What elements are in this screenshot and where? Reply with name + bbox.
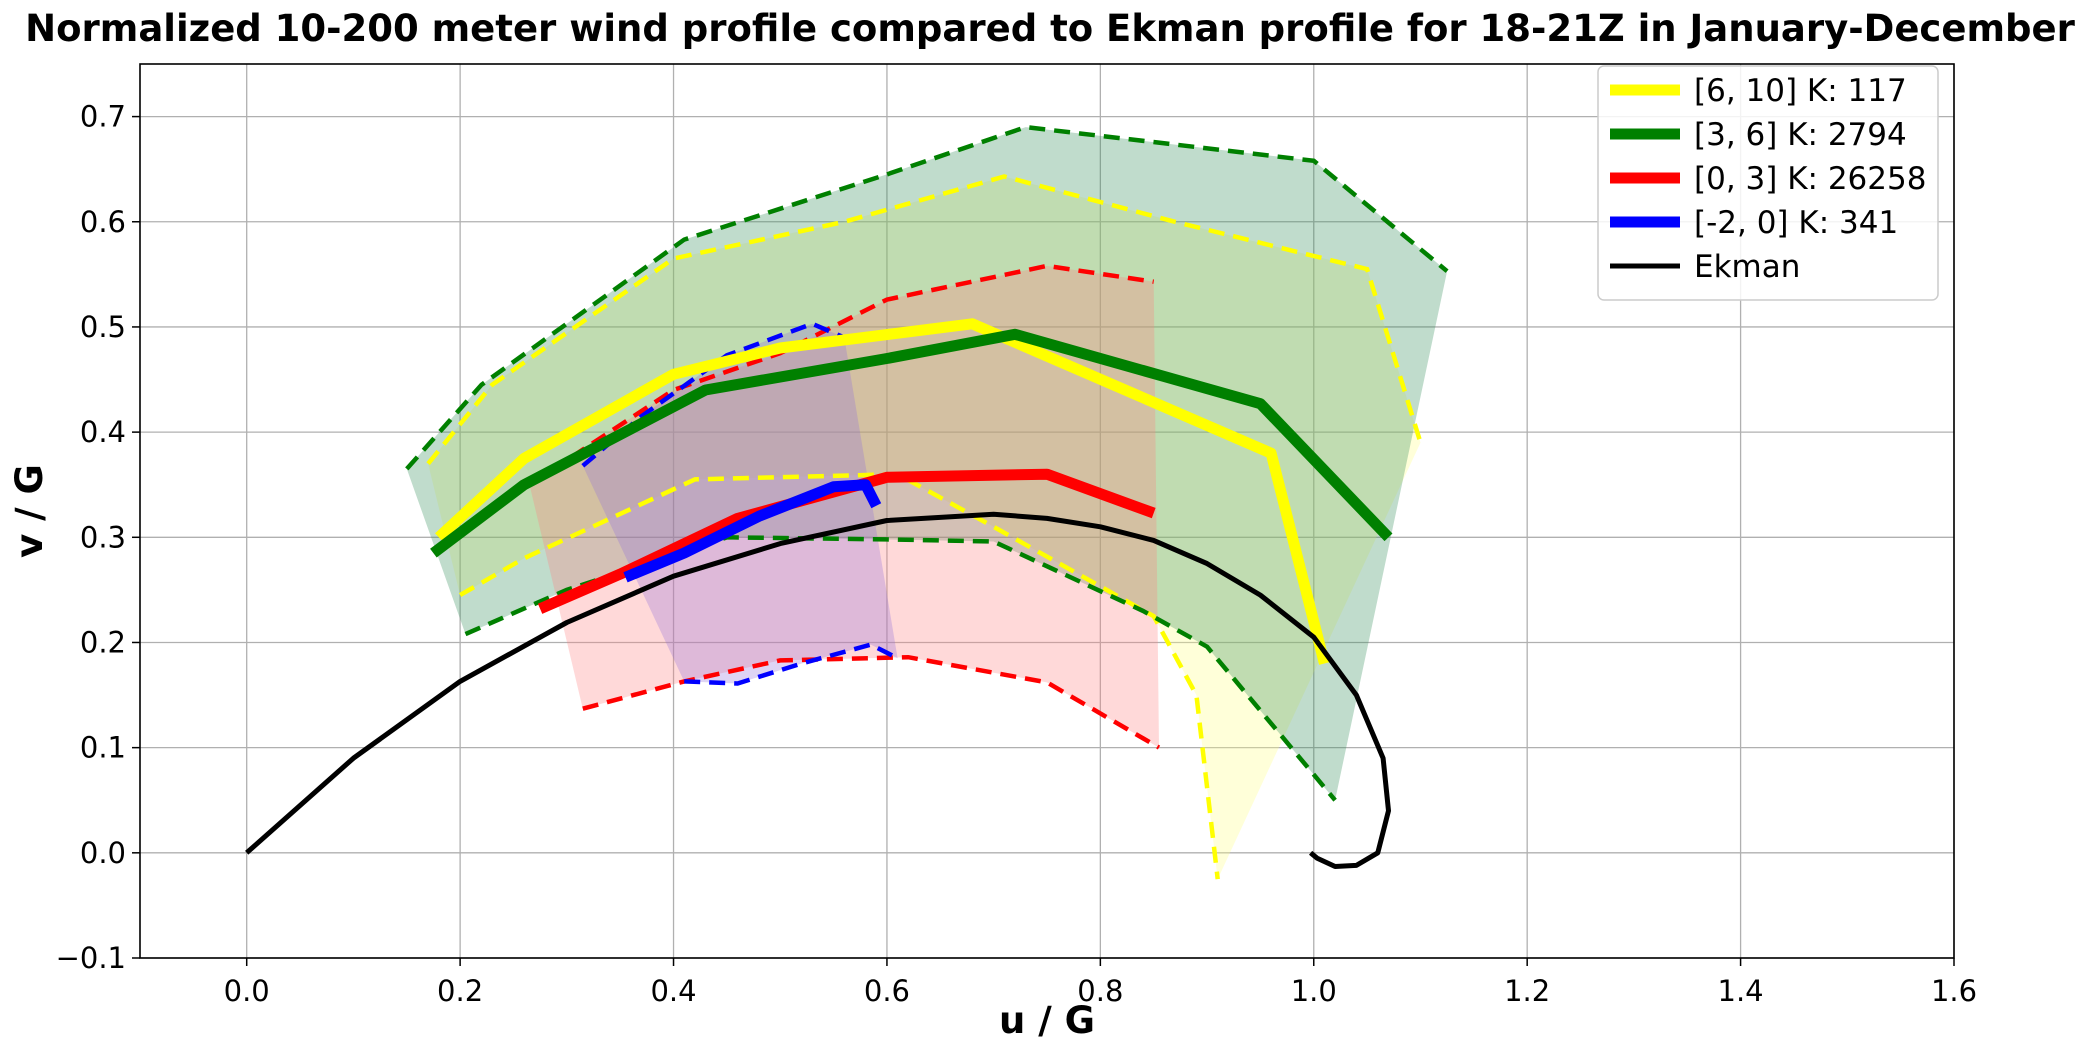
plot-frame — [139, 63, 1955, 959]
y-tick-label: 0.4 — [80, 415, 126, 449]
legend-label: [-2, 0] K: 341 — [1694, 205, 1898, 241]
x-axis-label: u / G — [999, 999, 1095, 1042]
y-axis-label: v / G — [8, 464, 51, 558]
band-upper-2 — [528, 263, 1155, 487]
x-tick-label: 0.0 — [224, 974, 270, 1008]
x-tick-label: 1.4 — [1718, 974, 1764, 1008]
mean-line-0 — [435, 318, 1330, 665]
y-tick-label: 0.3 — [80, 520, 126, 554]
mean-line-1 — [430, 328, 1393, 558]
x-tick-label: 0.6 — [864, 974, 910, 1008]
band-fill-0 — [428, 176, 1421, 880]
band-fill-1 — [406, 127, 1448, 801]
chart-title: Normalized 10-200 meter wind profile com… — [25, 7, 2075, 50]
mean-lines — [245, 318, 1393, 869]
band-lower-2 — [582, 654, 1161, 750]
x-tick-label: 0.8 — [1077, 974, 1123, 1008]
x-tick-label: 0.4 — [650, 974, 696, 1008]
band-upper-1 — [405, 124, 1449, 471]
y-tick-label: 0.6 — [80, 205, 126, 239]
y-tick-label: 0.2 — [80, 625, 126, 659]
grid — [140, 64, 1955, 959]
legend-box — [1597, 65, 1939, 301]
band-upper-0 — [426, 174, 1423, 466]
mean-line-3 — [623, 479, 882, 583]
legend: [6, 10] K: 117 [3, 6] K: 2794 [0, 3] K: 26… — [1597, 65, 1939, 301]
y-tick-label: 0.5 — [80, 310, 126, 344]
legend-label: [6, 10] K: 117 — [1694, 73, 1907, 109]
tick-labels: 0.0 0.2 0.4 0.6 0.8 1.0 1.2 1.4 1.6 −0.1 0.0 0.1 0.2… — [56, 100, 1977, 1008]
band-lower-0 — [458, 471, 1220, 880]
y-tick-label: −0.1 — [56, 941, 126, 975]
x-tick-label: 0.2 — [437, 974, 483, 1008]
mean-line-4 — [245, 511, 1391, 869]
y-tick-label: 0.7 — [80, 100, 126, 134]
legend-label: Ekman — [1694, 249, 1800, 285]
band-lower-3 — [684, 642, 899, 686]
x-tick-label: 1.0 — [1291, 974, 1337, 1008]
x-tick-label: 1.6 — [1931, 974, 1977, 1008]
legend-label: [0, 3] K: 26258 — [1694, 161, 1926, 197]
x-tick-label: 1.2 — [1504, 974, 1550, 1008]
y-tick-label: 0.0 — [80, 836, 126, 870]
band-fills — [406, 127, 1448, 880]
y-tick-label: 0.1 — [80, 731, 126, 765]
legend-label: [3, 6] K: 2794 — [1694, 117, 1907, 153]
